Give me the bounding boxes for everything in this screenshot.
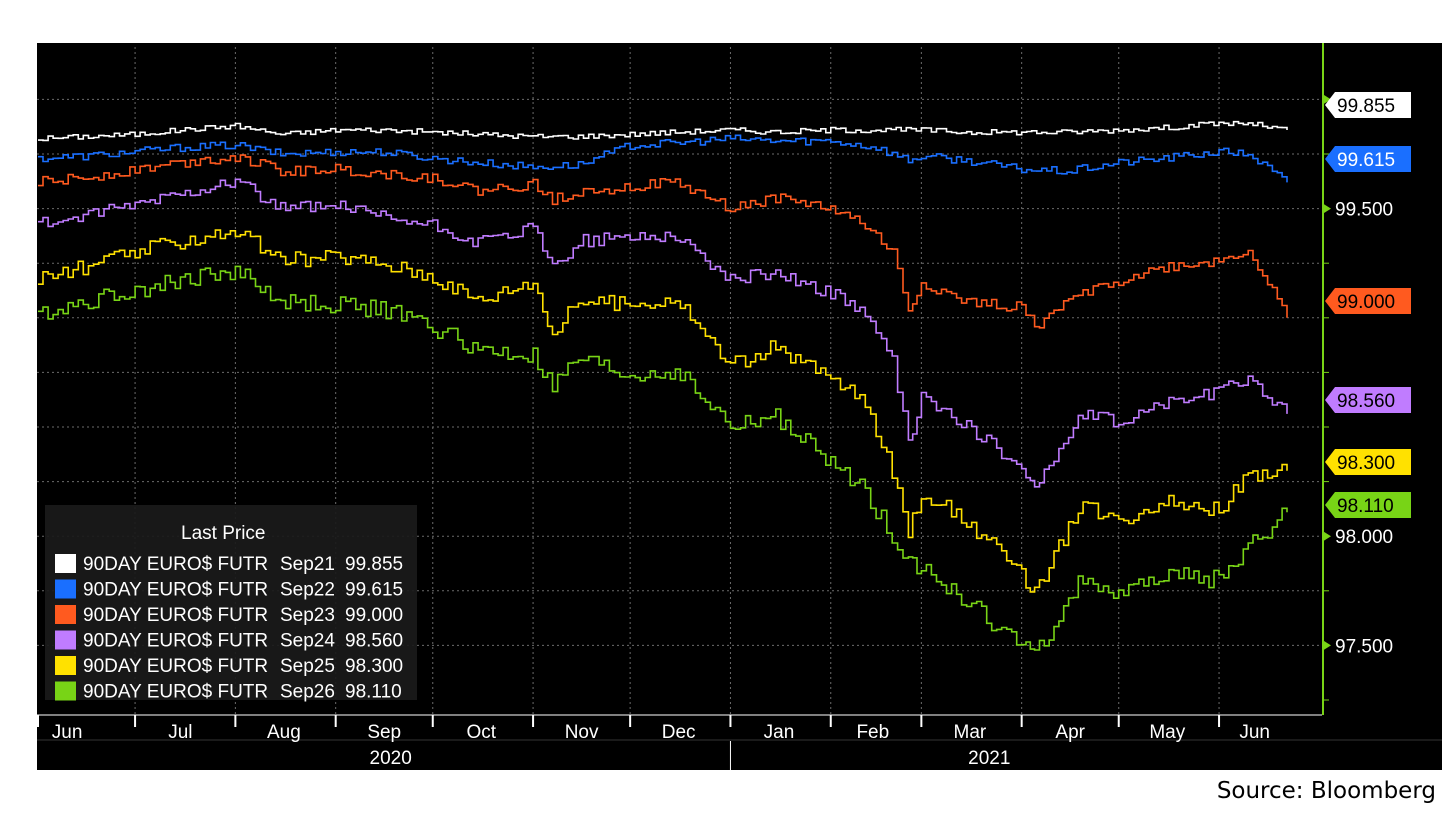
badge-shape <box>1325 146 1411 172</box>
x-tick-label: Dec <box>662 722 696 743</box>
badge-value: 99.000 <box>1337 292 1395 313</box>
legend-swatch <box>55 579 76 599</box>
year-label: 2020 <box>370 748 412 769</box>
x-tick-label: Jun <box>1239 722 1270 743</box>
badge-shape <box>1325 288 1411 314</box>
legend-value: 98.110 <box>345 682 402 703</box>
series-line-sep21 <box>38 120 1288 142</box>
badge-shape <box>1325 92 1411 118</box>
x-tick-label: Jun <box>52 722 83 743</box>
y-tick-mark <box>1323 640 1331 651</box>
last-value-badge-sep23: 99.000 <box>1325 288 1411 314</box>
legend-swatch <box>55 554 76 573</box>
badge-shape <box>1325 449 1411 475</box>
last-value-badge-sep22: 99.615 <box>1325 146 1411 172</box>
badge-value: 99.615 <box>1337 150 1395 171</box>
legend-contract: Sep22 <box>280 580 335 601</box>
x-tick-label: Apr <box>1055 722 1085 743</box>
badge-shape <box>1325 387 1411 413</box>
legend-contract: Sep23 <box>280 605 335 626</box>
x-tick-label: May <box>1149 722 1185 743</box>
y-tick-mark <box>1323 531 1331 542</box>
y-tick-mark <box>1323 203 1331 214</box>
legend-series-label: 90DAY EURO$ FUTR <box>83 631 268 652</box>
x-tick-label: Jan <box>764 722 795 743</box>
legend-series-label: 90DAY EURO$ FUTR <box>83 580 268 601</box>
legend-value: 99.615 <box>345 580 403 601</box>
series-line-sep24 <box>38 178 1288 488</box>
series-line-sep22 <box>38 134 1288 183</box>
legend-swatch <box>55 630 76 650</box>
badge-value: 98.560 <box>1337 391 1395 412</box>
chart-canvas: 100.00099.50098.00097.500JunJulAugSepOct… <box>37 43 1442 770</box>
y-tick-label: 98.000 <box>1335 527 1393 548</box>
x-tick-label: Jul <box>168 722 192 743</box>
y-tick-mark <box>1323 94 1331 105</box>
x-tick-label: Aug <box>267 722 301 743</box>
x-tick-label: Oct <box>467 722 497 743</box>
last-value-badge-sep26: 98.110 <box>1325 492 1411 518</box>
badge-value: 98.110 <box>1337 496 1394 517</box>
series-line-sep26 <box>38 265 1288 651</box>
last-value-badges: 99.855 99.615 99.000 98.560 98.300 98.110 <box>1325 92 1411 518</box>
year-label: 2021 <box>968 748 1010 769</box>
series-layer <box>38 120 1288 651</box>
legend-series-label: 90DAY EURO$ FUTR <box>83 605 268 626</box>
y-tick-label: 97.500 <box>1335 636 1393 657</box>
badge-shape <box>1325 492 1411 518</box>
y-tick-label: 99.500 <box>1335 200 1393 221</box>
legend-contract: Sep24 <box>280 631 335 652</box>
legend-value: 99.855 <box>345 554 403 575</box>
legend-swatch <box>55 681 76 701</box>
legend-contract: Sep21 <box>280 554 335 575</box>
legend-contract: Sep25 <box>280 656 335 677</box>
source-note: Source: Bloomberg <box>1216 778 1436 804</box>
badge-value: 99.855 <box>1337 96 1395 117</box>
last-value-badge-sep24: 98.560 <box>1325 387 1411 413</box>
last-value-badge-sep25: 98.300 <box>1325 449 1411 475</box>
badge-value: 98.300 <box>1337 453 1395 474</box>
legend-value: 99.000 <box>345 605 403 626</box>
legend-series-label: 90DAY EURO$ FUTR <box>83 656 268 677</box>
legend-swatch <box>55 656 76 675</box>
legend-series-label: 90DAY EURO$ FUTR <box>83 682 268 703</box>
x-tick-label: Feb <box>856 722 889 743</box>
chart-panel: 100.00099.50098.00097.500JunJulAugSepOct… <box>37 43 1442 770</box>
x-tick-label: Sep <box>367 722 401 743</box>
legend-value: 98.300 <box>345 656 403 677</box>
x-tick-label: Nov <box>565 722 599 743</box>
legend-box <box>45 505 417 700</box>
last-value-badge-sep21: 99.855 <box>1325 92 1411 118</box>
legend: Last Price 90DAY EURO$ FUTR Sep21 99.855 90D… <box>45 505 417 703</box>
legend-swatch <box>55 605 76 624</box>
legend-title: Last Price <box>181 523 265 544</box>
series-line-sep23 <box>38 154 1288 329</box>
series-line-sep25 <box>38 229 1288 593</box>
legend-contract: Sep26 <box>280 682 335 703</box>
legend-value: 98.560 <box>345 631 403 652</box>
x-tick-label: Mar <box>954 722 987 743</box>
legend-series-label: 90DAY EURO$ FUTR <box>83 554 268 575</box>
